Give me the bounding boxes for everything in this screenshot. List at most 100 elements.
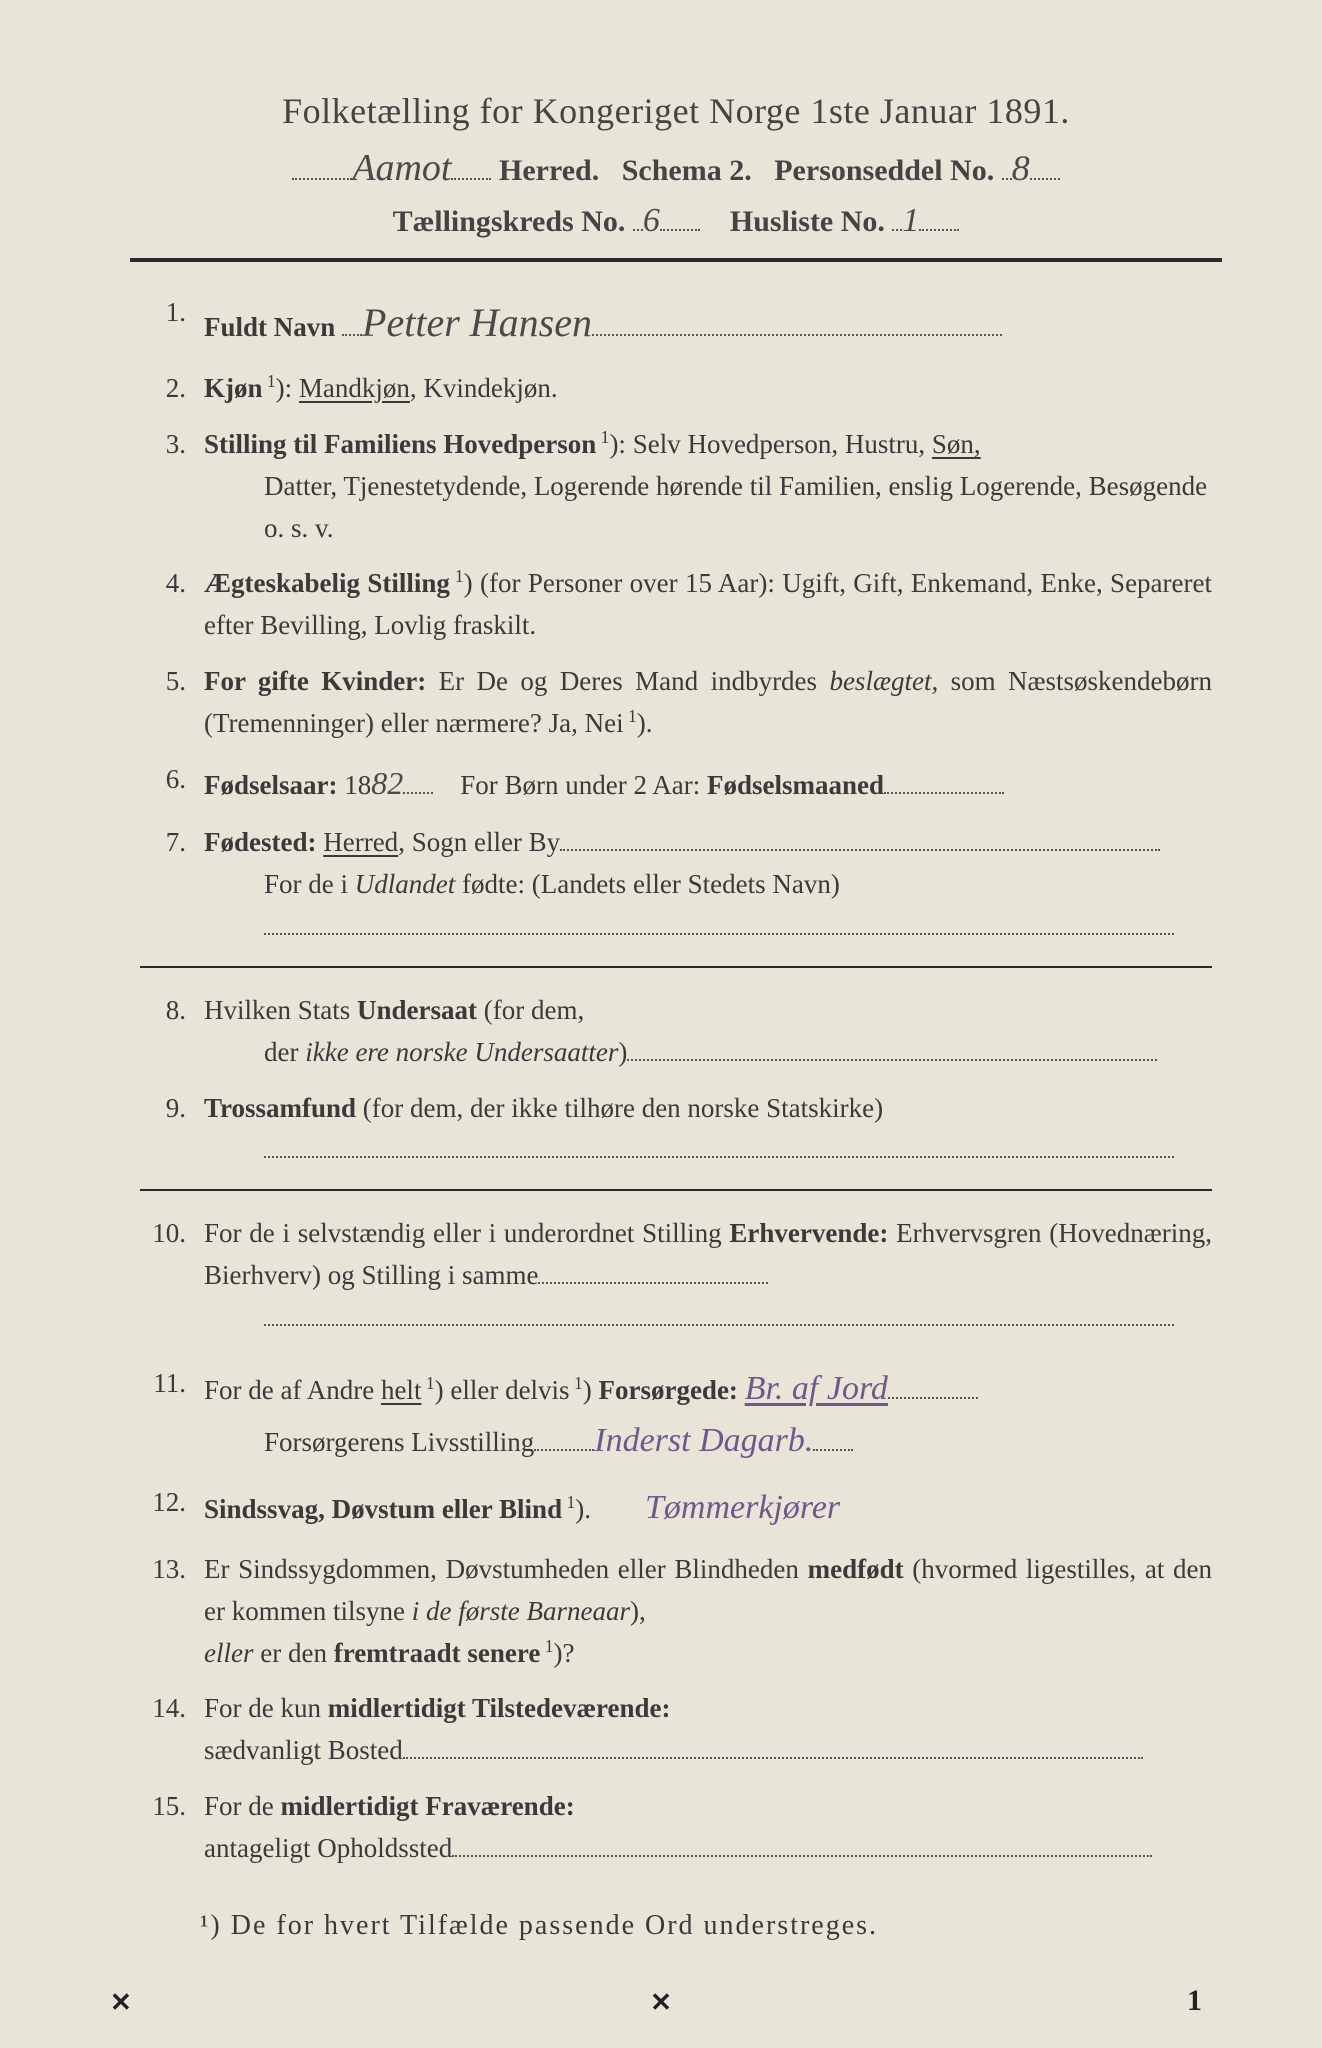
item-14: 14. For de kun midlertidigt Tilstedevære… [140, 1688, 1212, 1772]
label-kjon: Kjøn [204, 373, 263, 403]
herred-underlined: Herred [323, 827, 398, 857]
label-medfodt: medfødt [808, 1554, 904, 1584]
label-sindssvag: Sindssvag, Døvstum eller Blind [204, 1494, 562, 1524]
text: der [264, 1037, 305, 1067]
text-italic: Udlandet [355, 869, 456, 899]
herred-handwritten: Aamot [352, 147, 451, 189]
dot-leader [403, 792, 433, 794]
item-body: Er Sindssygdommen, Døvstumheden eller Bl… [204, 1549, 1212, 1675]
item-number: 9. [140, 1088, 204, 1172]
husliste-no: 1 [902, 202, 919, 239]
text: fødte: (Landets eller Stedets Navn) [455, 869, 840, 899]
dot-leader [538, 1282, 768, 1284]
item-number: 2. [140, 368, 204, 410]
item-body: Trossamfund (for dem, der ikke tilhøre d… [204, 1088, 1212, 1172]
form-header: Folketælling for Kongeriget Norge 1ste J… [130, 90, 1222, 240]
dot-leader [813, 1449, 853, 1451]
text-italic: beslægtet, [829, 666, 938, 696]
text: For de kun [204, 1693, 328, 1723]
year-prefix: 18 [344, 770, 371, 800]
label-senere: fremtraadt senere [334, 1638, 541, 1668]
item-body: For de i selvstændig eller i underordnet… [204, 1213, 1212, 1339]
text: ? [563, 1638, 575, 1668]
text: ), [630, 1596, 646, 1626]
label-stilling: Stilling til Familiens Hovedperson [204, 429, 596, 459]
label-gifte: For gifte Kvinder: [204, 666, 426, 696]
item-number: 8. [140, 990, 204, 1074]
text: Er Sindssygdommen, Døvstumheden eller Bl… [204, 1554, 808, 1584]
blank-line [204, 1297, 1212, 1339]
item-body: Ægteskabelig Stilling 1) (for Personer o… [204, 563, 1212, 647]
dot-leader [342, 334, 362, 336]
item-body: Stilling til Familiens Hovedperson 1): S… [204, 424, 1212, 550]
helt-underlined: helt [381, 1375, 422, 1405]
item12-handwritten: Tømmerkjører [645, 1489, 840, 1526]
text: sædvanligt Bosted [204, 1735, 403, 1765]
footnote-ref: 1 [624, 706, 637, 726]
text: Selv Hovedperson, Hustru, [633, 429, 932, 459]
footnote-ref: 1 [421, 1373, 434, 1393]
text-italic: eller [204, 1638, 253, 1668]
blank-line [204, 1129, 1212, 1171]
dot-leader [1030, 178, 1060, 180]
dot-leader [592, 334, 1002, 336]
label-undersaat: Undersaat [357, 995, 477, 1025]
item-2: 2. Kjøn 1): Mandkjøn, Kvindekjøn. [140, 368, 1212, 410]
cont-line: eller er den fremtraadt senere 1)? [204, 1633, 1212, 1675]
text: , Sogn eller By [398, 827, 560, 857]
dot-leader [534, 1449, 594, 1451]
header-line-2: Aamot Herred. Schema 2. Personseddel No.… [130, 146, 1222, 190]
label-fuldt-navn: Fuldt Navn [204, 312, 335, 342]
kreds-label: Tællingskreds No. [393, 205, 626, 238]
label-fravaerende: midlertidigt Fraværende: [281, 1791, 575, 1821]
footnote: ¹) De for hvert Tilfælde passende Ord un… [130, 1910, 1222, 1942]
item-6: 6. Fødselsaar: 1882 For Børn under 2 Aar… [140, 759, 1212, 809]
text: (for dem, der ikke tilhøre den norske St… [356, 1093, 883, 1123]
dot-leader [919, 229, 959, 231]
item-body: Fødselsaar: 1882 For Børn under 2 Aar: F… [204, 759, 1212, 809]
text-italic: ikke ere norske Undersaatter [305, 1037, 618, 1067]
item-number: 10. [140, 1213, 204, 1339]
dot-leader [403, 1757, 1143, 1759]
item-10: 10. For de i selvstændig eller i underor… [140, 1213, 1212, 1339]
item-5: 5. For gifte Kvinder: Er De og Deres Man… [140, 661, 1212, 745]
cont-line: For de i Udlandet fødte: (Landets eller … [204, 864, 1212, 906]
personseddel-no: 8 [1012, 148, 1030, 188]
dot-leader [452, 1855, 1152, 1857]
header-rule [130, 258, 1222, 262]
text: Forsørgerens Livsstilling [264, 1427, 534, 1457]
schema-label: Schema 2. [622, 154, 752, 187]
item-number: 1. [140, 292, 204, 354]
corner-mark-center: ✕ [650, 1988, 672, 2018]
item-1: 1. Fuldt Navn Petter Hansen [140, 292, 1212, 354]
footnote-ref: 1 [596, 427, 609, 447]
dot-leader [451, 178, 491, 180]
dot-leader [1002, 178, 1012, 180]
text: For de [204, 1791, 281, 1821]
footnote-ref: 1 [263, 371, 276, 391]
item-number: 13. [140, 1549, 204, 1675]
blank-line [204, 906, 1212, 948]
cont-line: sædvanligt Bosted [204, 1730, 1212, 1772]
item-15: 15. For de midlertidigt Fraværende: anta… [140, 1786, 1212, 1870]
item-9: 9. Trossamfund (for dem, der ikke tilhør… [140, 1088, 1212, 1172]
dot-leader [264, 1156, 1174, 1158]
livsstilling-handwritten: Inderst Dagarb. [594, 1422, 813, 1459]
herred-label: Herred. [499, 154, 599, 187]
item-body: Hvilken Stats Undersaat (for dem, der ik… [204, 990, 1212, 1074]
forsorgede-handwritten: Br. af Jord [745, 1370, 888, 1407]
label-fodselsaar: Fødselsaar: [204, 770, 337, 800]
item-body: Fuldt Navn Petter Hansen [204, 292, 1212, 354]
text: Hvilken Stats [204, 995, 357, 1025]
dot-leader [627, 1059, 1157, 1061]
item-number: 4. [140, 563, 204, 647]
year-handwritten: 82 [371, 765, 403, 801]
item-body: Sindssvag, Døvstum eller Blind 1). Tømme… [204, 1482, 1212, 1535]
item-number: 3. [140, 424, 204, 550]
item-number: 6. [140, 759, 204, 809]
section-rule [140, 1189, 1212, 1191]
form-title: Folketælling for Kongeriget Norge 1ste J… [130, 90, 1222, 132]
item-body: For gifte Kvinder: Er De og Deres Mand i… [204, 661, 1212, 745]
section-rule [140, 966, 1212, 968]
text-italic: i de første Barneaar [412, 1596, 630, 1626]
